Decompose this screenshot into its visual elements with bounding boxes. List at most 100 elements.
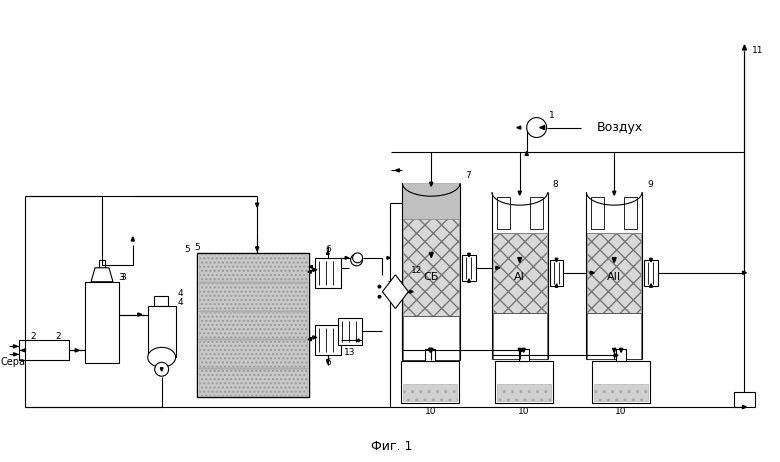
Polygon shape [522, 348, 525, 353]
Text: 3: 3 [118, 273, 124, 282]
Polygon shape [21, 349, 26, 352]
Polygon shape [395, 169, 399, 172]
Polygon shape [308, 338, 311, 341]
Bar [493, 233, 547, 313]
Polygon shape [256, 203, 259, 207]
Polygon shape [382, 275, 409, 309]
Text: 10: 10 [424, 407, 436, 415]
Polygon shape [619, 348, 622, 353]
Bar [338, 317, 362, 346]
Polygon shape [650, 258, 652, 262]
Text: 2: 2 [55, 332, 61, 341]
Circle shape [353, 253, 363, 263]
Text: 4: 4 [178, 289, 183, 298]
Bar [497, 197, 510, 229]
Polygon shape [496, 266, 500, 269]
Text: Воздух: Воздух [596, 121, 643, 134]
Polygon shape [309, 265, 312, 268]
Bar [99, 260, 105, 269]
Bar [200, 340, 307, 367]
Text: 6: 6 [325, 358, 331, 367]
Polygon shape [518, 348, 521, 353]
Polygon shape [387, 256, 391, 259]
Bar [592, 361, 650, 403]
Text: 5: 5 [194, 243, 200, 252]
Text: 3: 3 [120, 273, 126, 282]
Bar [200, 311, 307, 338]
Bar [403, 384, 457, 401]
Polygon shape [131, 237, 134, 241]
Polygon shape [356, 339, 359, 342]
Polygon shape [467, 253, 470, 257]
Polygon shape [138, 313, 142, 316]
Polygon shape [519, 349, 523, 352]
Text: 12: 12 [410, 266, 422, 275]
Bar [587, 233, 641, 313]
Text: АII: АII [607, 272, 622, 282]
Bar [200, 283, 307, 310]
Text: 6: 6 [325, 245, 331, 255]
Polygon shape [467, 279, 470, 282]
Polygon shape [525, 152, 528, 155]
Polygon shape [555, 284, 558, 287]
Polygon shape [612, 258, 616, 262]
Polygon shape [743, 45, 746, 50]
Polygon shape [430, 348, 433, 353]
Bar [644, 260, 658, 286]
Polygon shape [429, 348, 432, 353]
Polygon shape [743, 271, 746, 274]
Text: 13: 13 [344, 348, 356, 357]
Polygon shape [430, 182, 433, 186]
Polygon shape [13, 353, 17, 356]
Polygon shape [743, 406, 746, 408]
Text: 11: 11 [753, 47, 764, 55]
Bar [495, 361, 552, 403]
Bar [591, 197, 604, 229]
Polygon shape [518, 258, 522, 262]
Circle shape [351, 254, 363, 266]
Polygon shape [612, 348, 615, 353]
Text: Сера: Сера [1, 357, 26, 367]
Polygon shape [326, 360, 329, 363]
Bar [403, 219, 459, 316]
Text: 9: 9 [647, 180, 653, 189]
Bar [200, 254, 307, 281]
Polygon shape [612, 191, 615, 195]
Polygon shape [91, 268, 113, 282]
Text: 4: 4 [178, 298, 183, 307]
Bar [733, 392, 756, 407]
Polygon shape [13, 345, 17, 348]
Text: 5: 5 [185, 245, 190, 255]
Ellipse shape [147, 347, 176, 367]
Bar [85, 282, 119, 363]
Polygon shape [429, 253, 433, 258]
Polygon shape [516, 126, 521, 129]
Text: Фиг. 1: Фиг. 1 [370, 440, 412, 453]
Bar [147, 305, 176, 357]
Text: 8: 8 [553, 180, 558, 189]
Polygon shape [160, 368, 163, 371]
Polygon shape [650, 284, 652, 287]
Bar [315, 326, 341, 355]
Text: СБ: СБ [424, 272, 439, 282]
Polygon shape [410, 290, 413, 293]
Polygon shape [313, 336, 317, 339]
Bar [403, 316, 459, 360]
Bar [462, 255, 476, 281]
Text: 7: 7 [465, 171, 471, 180]
Bar [530, 197, 543, 229]
Bar [519, 349, 529, 361]
Text: 2: 2 [30, 332, 36, 341]
Bar [200, 369, 307, 396]
Bar [425, 349, 435, 361]
Bar [624, 197, 637, 229]
Bar [616, 349, 626, 361]
Bar [154, 296, 168, 305]
Text: АI: АI [514, 272, 525, 282]
Circle shape [378, 295, 381, 299]
Polygon shape [555, 258, 558, 262]
Bar [594, 384, 648, 401]
Polygon shape [313, 268, 317, 271]
Bar [402, 361, 459, 403]
Circle shape [378, 285, 381, 289]
